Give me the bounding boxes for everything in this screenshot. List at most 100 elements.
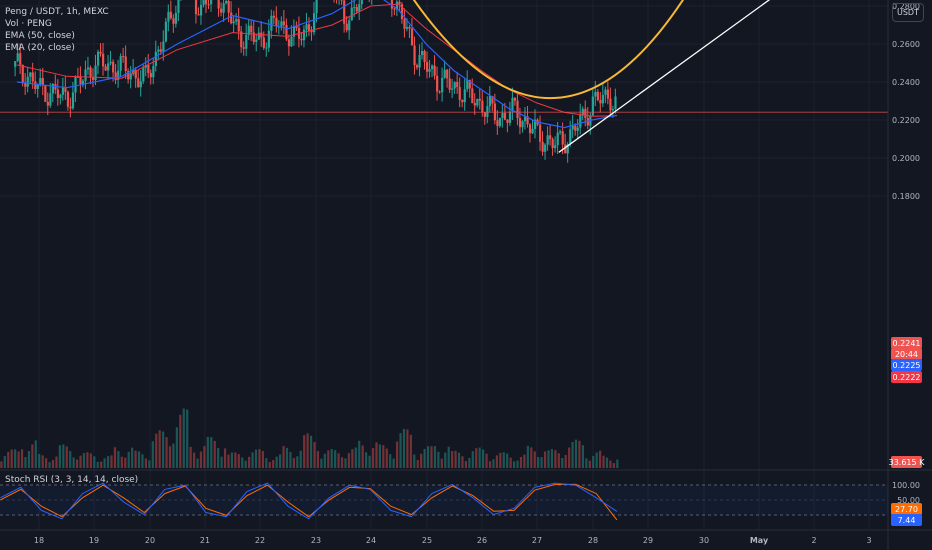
- symbol-title[interactable]: Peng / USDT, 1h, MEXC: [5, 7, 109, 17]
- volume-bar: [131, 447, 134, 468]
- candle-body: [315, 0, 318, 14]
- candle-body: [534, 119, 537, 129]
- volume-bar: [420, 453, 423, 468]
- volume-bar: [206, 436, 209, 468]
- volume-bar: [127, 451, 130, 468]
- volume-bar: [358, 440, 361, 468]
- time-tick-label: 29: [643, 536, 653, 545]
- candle-body: [436, 75, 439, 92]
- volume-bar: [340, 457, 344, 468]
- price-tick-label: 0.2400: [892, 78, 920, 87]
- candle-body: [245, 34, 248, 49]
- volume-bar: [213, 440, 216, 468]
- candle-body: [531, 128, 534, 134]
- candle-body: [24, 82, 27, 87]
- stoch-rsi-label[interactable]: Stoch RSI (3, 3, 14, 14, close): [5, 475, 139, 485]
- volume-bar: [7, 451, 10, 468]
- candle-body: [162, 41, 165, 52]
- candle-body: [594, 91, 597, 97]
- candle-body: [107, 63, 110, 71]
- candle-body: [451, 88, 454, 90]
- volume-bar: [179, 414, 182, 468]
- candle-body: [270, 15, 273, 31]
- candle-body: [556, 132, 559, 146]
- volume-bar: [485, 453, 488, 468]
- candle-body: [491, 96, 494, 104]
- volume-bar: [89, 453, 92, 468]
- candle-body: [81, 80, 85, 85]
- volume-bar: [296, 456, 299, 468]
- volume-bar: [454, 450, 457, 468]
- candle-body: [461, 99, 464, 103]
- volume-bar: [468, 457, 471, 468]
- volume-bar: [117, 451, 120, 468]
- volume-bar: [371, 448, 375, 468]
- candle-body: [207, 4, 210, 6]
- volume-bar: [234, 452, 237, 468]
- volume-bar: [110, 455, 113, 468]
- volume-bar: [223, 448, 227, 468]
- candle-body: [566, 144, 569, 154]
- candle-body: [69, 106, 72, 109]
- volume-badge-text: 33.615 K: [889, 458, 926, 467]
- candle-body: [606, 89, 610, 99]
- volume-indicator-label[interactable]: Vol · PENG: [5, 19, 52, 29]
- volume-bar: [578, 440, 581, 468]
- candle-body: [528, 124, 532, 134]
- candle-body: [614, 96, 617, 109]
- time-tick-label: 26: [477, 536, 487, 545]
- time-tick-label: 24: [366, 536, 376, 545]
- volume-bar: [461, 456, 464, 468]
- candle-body: [272, 15, 276, 18]
- ema20-indicator-label[interactable]: EMA (20, close): [5, 43, 75, 53]
- candle-body: [574, 125, 577, 131]
- volume-bar: [488, 461, 492, 468]
- volume-bar: [602, 455, 605, 468]
- candle-body: [405, 26, 409, 29]
- countdown-badge-bg: [891, 348, 922, 360]
- volume-bar: [261, 451, 264, 468]
- candle-body: [104, 66, 107, 71]
- candle-body: [255, 39, 258, 42]
- volume-bar: [69, 451, 72, 468]
- volume-bar: [24, 457, 27, 468]
- volume-bar: [199, 451, 203, 468]
- candle-body: [199, 4, 203, 16]
- candle-body: [232, 21, 235, 24]
- ema50-indicator-label[interactable]: EMA (50, close): [5, 31, 75, 41]
- volume-bar: [299, 450, 302, 468]
- volume-bar: [557, 453, 560, 468]
- volume-bar: [385, 448, 388, 468]
- volume-bar: [354, 447, 357, 468]
- volume-bar: [478, 447, 481, 468]
- time-tick-label: 27: [532, 536, 542, 545]
- candle-body: [431, 65, 434, 70]
- volume-bar: [248, 456, 251, 468]
- time-tick-label: 19: [89, 536, 99, 545]
- volume-bar: [251, 452, 254, 468]
- volume-bar: [27, 451, 31, 468]
- candle-body: [262, 37, 265, 48]
- volume-bar: [93, 456, 96, 468]
- volume-bar: [523, 454, 526, 468]
- candle-body: [453, 82, 456, 89]
- volume-bar: [526, 445, 529, 468]
- candle-body: [250, 25, 253, 33]
- volume-bar: [38, 453, 41, 468]
- candle-body: [403, 19, 406, 29]
- currency-button[interactable]: USDT: [892, 3, 924, 22]
- volume-bar: [451, 451, 454, 468]
- candle-body: [117, 70, 120, 80]
- candle-body: [443, 69, 446, 78]
- volume-bar: [457, 452, 461, 468]
- candle-body: [546, 135, 549, 145]
- volume-bar: [45, 458, 48, 468]
- trendline: [558, 0, 771, 153]
- candle-body: [476, 98, 479, 106]
- candle-body: [343, 0, 346, 24]
- volume-bar: [581, 445, 585, 468]
- candle-body: [89, 67, 92, 78]
- candle-body: [601, 94, 605, 104]
- ema50-line: [16, 3, 617, 117]
